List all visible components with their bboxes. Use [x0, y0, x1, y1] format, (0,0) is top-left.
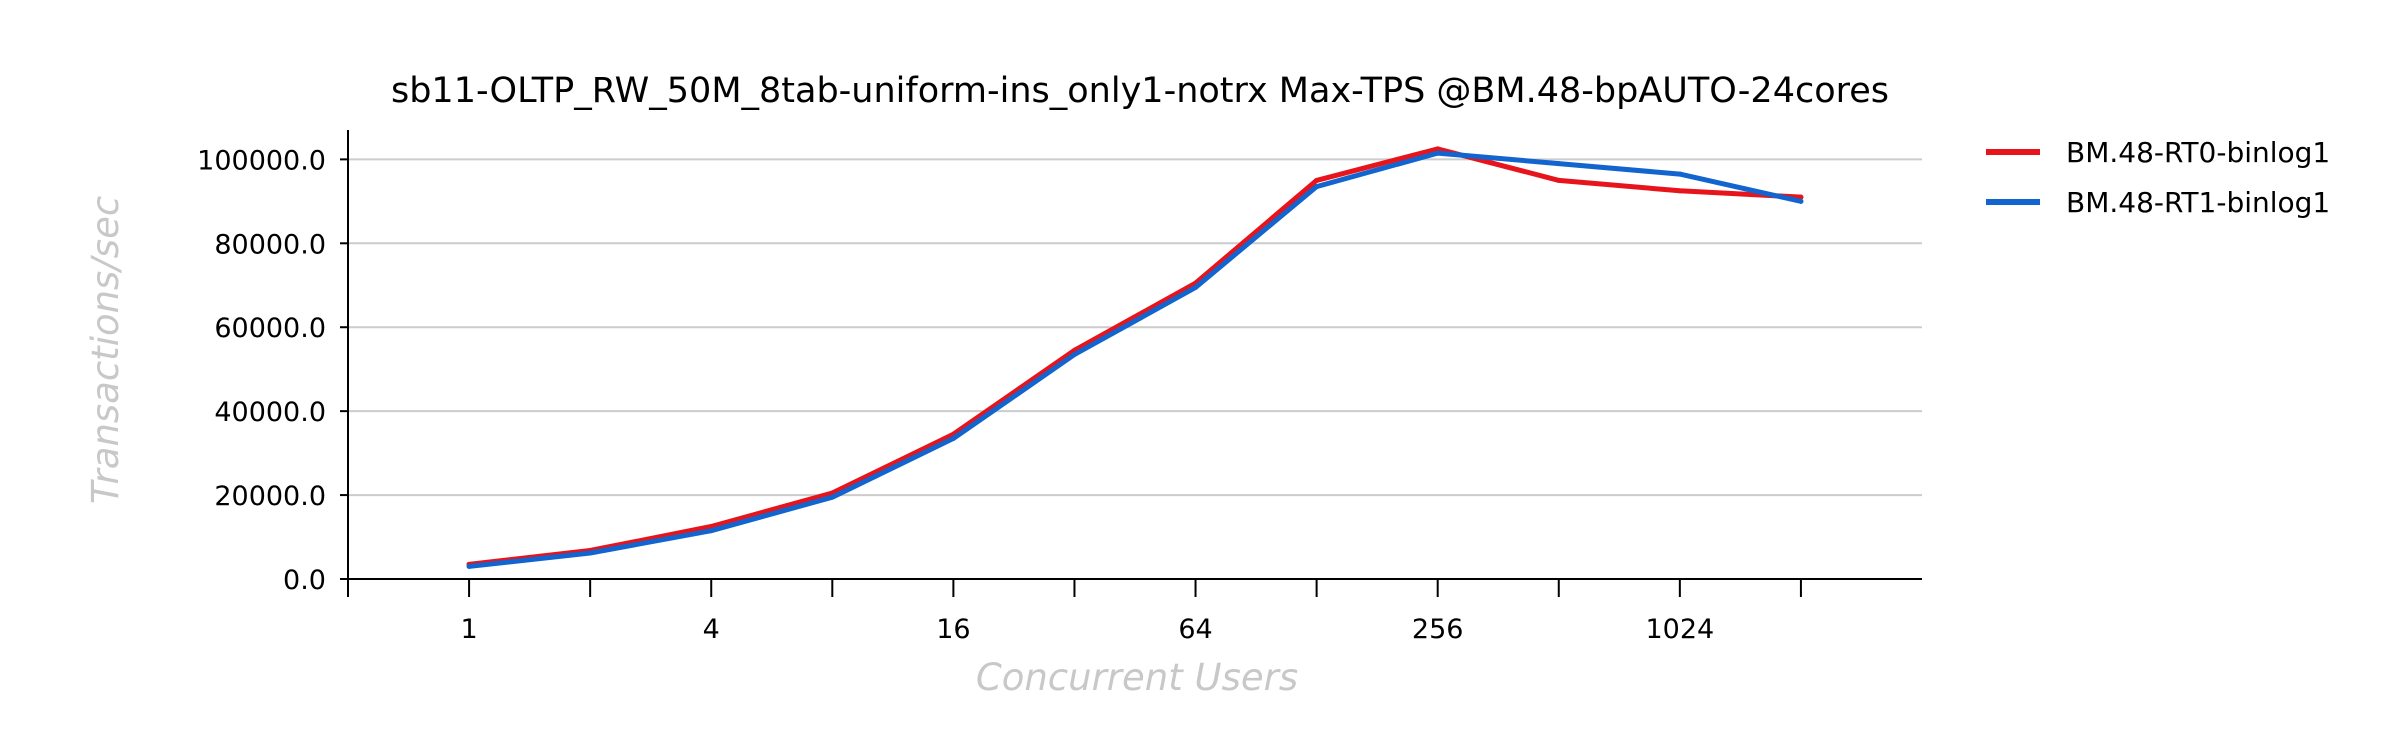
x-tick-label-3: 64 — [1178, 614, 1212, 645]
series-1-point-7 — [1314, 184, 1320, 190]
series-1-point-4 — [950, 435, 956, 441]
series-0-point-10 — [1677, 188, 1683, 194]
series-1-point-11 — [1798, 198, 1804, 204]
series-1-point-3 — [829, 494, 835, 500]
x-tick-label-5: 1024 — [1645, 614, 1714, 645]
x-tick-label-1: 4 — [703, 614, 720, 645]
x-tick-label-0: 1 — [460, 614, 477, 645]
series-1-point-8 — [1435, 150, 1441, 156]
x-tick-label-2: 16 — [936, 614, 970, 645]
y-tick-label-2: 40000.0 — [214, 397, 326, 428]
series-1-point-0 — [466, 563, 472, 569]
series-lines — [466, 146, 1804, 569]
series-line-1 — [466, 150, 1804, 569]
y-axis-label: Transactions/sec — [84, 196, 127, 504]
series-1-point-10 — [1677, 171, 1683, 177]
series-0-point-9 — [1556, 177, 1562, 183]
legend: BM.48-RT0-binlog1 BM.48-RT1-binlog1 — [1986, 136, 2330, 219]
axes — [340, 130, 1922, 597]
y-tick-labels: 0.0 20000.0 40000.0 60000.0 80000.0 100000.0 — [197, 145, 326, 596]
series-0-point-11 — [1798, 194, 1804, 200]
legend-label-0: BM.48-RT0-binlog1 — [2066, 136, 2330, 169]
series-0-point-7 — [1314, 177, 1320, 183]
x-tick-labels: 1 4 16 64 256 1024 — [460, 614, 1714, 645]
y-tick-label-4: 80000.0 — [214, 229, 326, 260]
y-tick-label-0: 0.0 — [283, 565, 326, 596]
y-tick-label-1: 20000.0 — [214, 481, 326, 512]
legend-label-1: BM.48-RT1-binlog1 — [2066, 186, 2330, 219]
series-0-point-8 — [1435, 146, 1441, 152]
series-1-point-6 — [1193, 284, 1199, 290]
y-tick-label-3: 60000.0 — [214, 313, 326, 344]
series-line-0 — [466, 146, 1804, 567]
series-1-point-5 — [1071, 352, 1077, 357]
series-1-point-9 — [1556, 161, 1562, 167]
x-tick-label-4: 256 — [1412, 614, 1464, 645]
series-1-point-1 — [587, 550, 593, 556]
series-1-point-2 — [708, 528, 714, 534]
x-axis-label: Concurrent Users — [976, 656, 1298, 699]
chart-title: sb11-OLTP_RW_50M_8tab-uniform-ins_only1-… — [391, 71, 1889, 111]
y-tick-label-5: 100000.0 — [197, 145, 326, 176]
grid-lines — [348, 158, 1922, 497]
